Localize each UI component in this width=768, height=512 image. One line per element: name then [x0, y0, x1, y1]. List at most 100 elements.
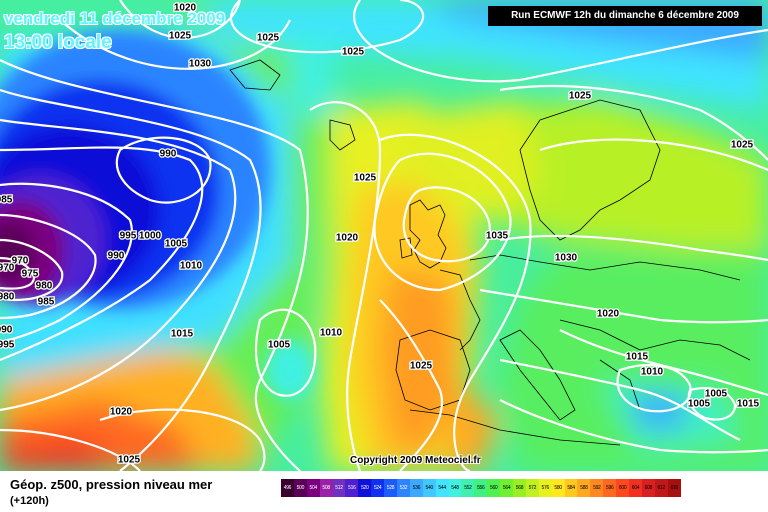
pressure-map-canvas: 1020 1025 1025 1030 1025 1025 1025 990 1025 985 99… — [0, 0, 768, 471]
isobar-label: 1010 — [320, 328, 343, 339]
scale-swatch-value: 612 — [657, 485, 666, 491]
scale-swatch: 512 — [332, 479, 346, 497]
scale-swatch: 588 — [577, 479, 591, 497]
scale-swatch-value: 544 — [438, 485, 446, 491]
scale-swatch: 604 — [629, 479, 642, 497]
scale-swatch: 528 — [384, 479, 398, 497]
isobar-label: 1020 — [597, 309, 620, 320]
scale-swatch-value: 516 — [348, 485, 356, 491]
scale-swatch-value: 576 — [541, 485, 550, 491]
isobar-label: 1025 — [257, 33, 280, 44]
scale-swatch-value: 592 — [593, 485, 601, 491]
isobar-label: 1005 — [705, 389, 728, 400]
isobar-label: 1015 — [171, 329, 194, 340]
scale-swatch: 532 — [397, 479, 410, 497]
scale-swatch: 572 — [525, 479, 539, 497]
isobar-label: 1015 — [626, 352, 649, 363]
scale-swatch: 500 — [293, 479, 307, 497]
isobar-label: 1025 — [731, 140, 754, 151]
scale-swatch-value: 512 — [335, 485, 343, 491]
isobar-label: 995 — [120, 231, 137, 242]
isobar-label: 1005 — [268, 340, 291, 351]
color-scale-bar: 496 500 504 508 512 516 520 524 528 532 536 540 544 5… — [281, 479, 681, 497]
isobar-label: 1000 — [139, 231, 162, 242]
isobar-label: 985 — [0, 195, 13, 206]
isobar-label: 1010 — [180, 261, 203, 272]
scale-swatch-value: 588 — [580, 485, 588, 491]
isobar-label: 970 — [12, 256, 29, 267]
scale-swatch-value: 528 — [386, 485, 395, 491]
isobar-label: 1025 — [169, 31, 192, 42]
legend-subtitle: (+120h) — [10, 495, 49, 507]
scale-swatch-value: 564 — [502, 485, 511, 491]
isobar-label: 990 — [108, 251, 125, 262]
scale-swatch: 516 — [345, 479, 359, 497]
scale-swatch: 564 — [500, 479, 514, 497]
scale-swatch-value: 504 — [309, 485, 318, 491]
scale-swatch-value: 524 — [373, 485, 382, 491]
scale-swatch-value: 572 — [528, 485, 537, 491]
isobar-label: 1025 — [118, 455, 141, 466]
isobar-labels: 1020 1025 1025 1030 1025 1025 1025 990 1025 985 99… — [0, 1, 761, 467]
scale-swatch: 592 — [590, 479, 604, 497]
scale-swatch-value: 616 — [670, 485, 678, 491]
isobar-label: 1005 — [165, 239, 188, 250]
isobar-label: 1020 — [174, 3, 197, 14]
scale-swatch-value: 552 — [464, 485, 472, 491]
scale-swatch: 556 — [474, 479, 488, 497]
isobar-label: 1030 — [555, 253, 578, 264]
scale-swatch: 560 — [487, 479, 501, 497]
scale-swatch: 496 — [281, 479, 294, 497]
isobar-label: 1020 — [110, 407, 133, 418]
scale-swatch: 504 — [306, 479, 320, 497]
scale-swatch: 520 — [358, 479, 372, 497]
scale-swatch: 524 — [371, 479, 385, 497]
isobar-label: 975 — [22, 269, 39, 280]
geopotential-field — [0, 0, 768, 471]
scale-swatch-value: 556 — [477, 485, 485, 491]
isobar-label: 1025 — [354, 173, 377, 184]
isobar-label: 1025 — [569, 91, 592, 102]
scale-swatch: 576 — [538, 479, 552, 497]
isobar-label: 985 — [38, 297, 55, 308]
scale-swatch: 540 — [422, 479, 436, 497]
scale-swatch-value: 580 — [554, 485, 562, 491]
scale-swatch-value: 600 — [618, 485, 627, 491]
scale-swatch: 536 — [409, 479, 423, 497]
scale-swatch: 568 — [513, 479, 526, 497]
isobar-label: 1015 — [737, 399, 760, 410]
scale-swatch: 584 — [564, 479, 578, 497]
isobar-label: 1020 — [336, 233, 359, 244]
scale-swatch: 596 — [603, 479, 617, 497]
scale-swatch-value: 536 — [412, 485, 421, 491]
scale-swatch: 616 — [667, 479, 681, 497]
isobar-label: 990 — [160, 149, 177, 160]
isobar-label: 970 — [0, 263, 15, 274]
scale-swatch-value: 508 — [322, 485, 330, 491]
scale-swatch-value: 532 — [399, 485, 408, 491]
isobar-label: 1025 — [410, 361, 433, 372]
scale-swatch: 544 — [435, 479, 449, 497]
scale-swatch-value: 568 — [515, 485, 524, 491]
isobar-label: 1010 — [641, 367, 664, 378]
scale-swatch-value: 496 — [283, 485, 292, 491]
isobar-label: 995 — [0, 340, 15, 351]
scale-swatch: 600 — [616, 479, 630, 497]
scale-swatch: 508 — [319, 479, 333, 497]
isobar-label: 1025 — [342, 47, 365, 58]
forecast-time: 13:00 locale — [4, 32, 112, 53]
scale-swatch-value: 520 — [361, 485, 369, 491]
isobar-label: 980 — [0, 292, 15, 303]
isobar-label: 1035 — [486, 231, 509, 242]
isobar-label: 990 — [0, 325, 13, 336]
run-info-box: Run ECMWF 12h du dimanche 6 décembre 200… — [488, 6, 762, 26]
scale-swatch-value: 540 — [425, 485, 434, 491]
scale-swatch-value: 584 — [567, 485, 575, 491]
scale-swatch: 580 — [551, 479, 565, 497]
scale-swatch: 548 — [448, 479, 462, 497]
scale-swatch: 612 — [654, 479, 668, 497]
scale-swatch-value: 548 — [451, 485, 459, 491]
isobar-label: 980 — [36, 281, 53, 292]
copyright-notice: Copyright 2009 Meteociel.fr — [350, 455, 481, 466]
